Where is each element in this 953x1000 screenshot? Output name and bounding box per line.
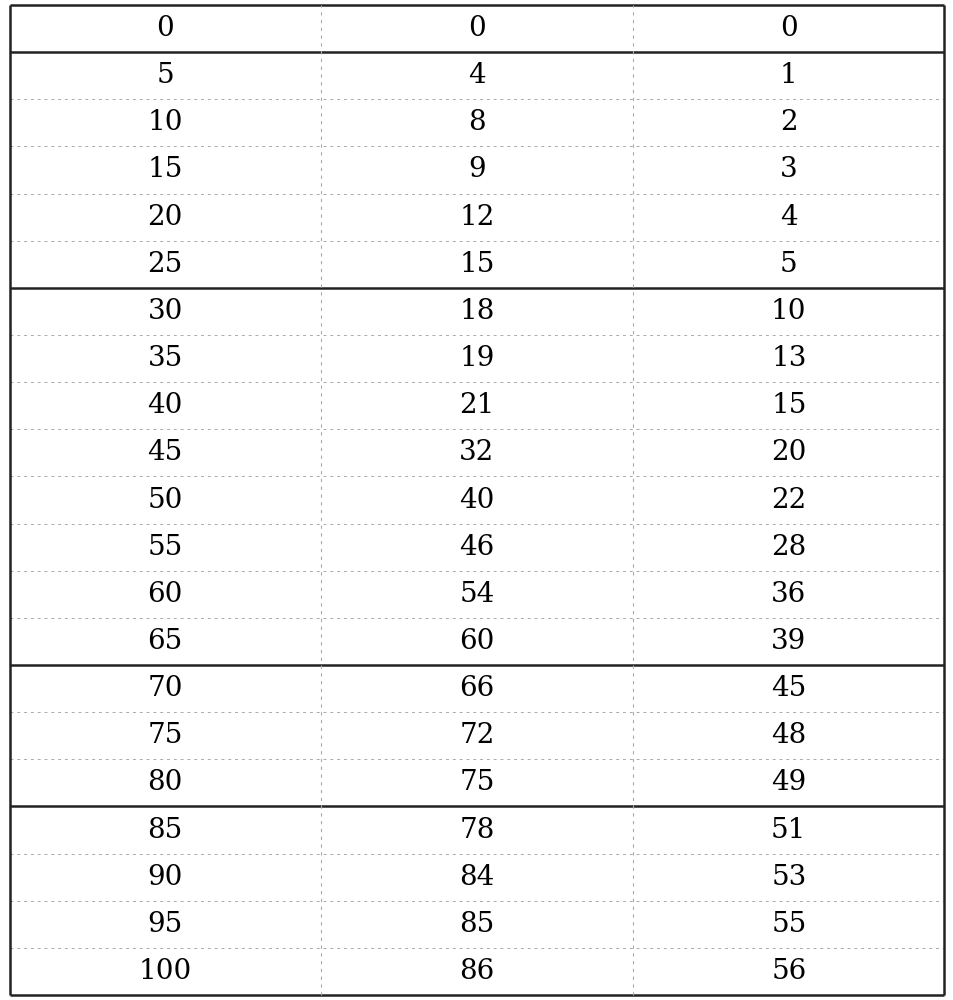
Text: 54: 54 — [459, 581, 494, 608]
Text: 55: 55 — [770, 911, 805, 938]
Text: 84: 84 — [459, 864, 494, 891]
Text: 15: 15 — [770, 392, 805, 419]
Text: 53: 53 — [770, 864, 805, 891]
Text: 51: 51 — [770, 816, 805, 843]
Text: 80: 80 — [148, 769, 183, 796]
Text: 18: 18 — [458, 298, 495, 325]
Text: 100: 100 — [138, 958, 192, 985]
Text: 50: 50 — [148, 487, 183, 514]
Text: 72: 72 — [458, 722, 495, 749]
Text: 15: 15 — [458, 251, 495, 278]
Text: 40: 40 — [148, 392, 183, 419]
Text: 4: 4 — [468, 62, 485, 89]
Text: 46: 46 — [459, 534, 494, 561]
Text: 65: 65 — [148, 628, 183, 655]
Text: 56: 56 — [770, 958, 805, 985]
Text: 75: 75 — [148, 722, 183, 749]
Text: 60: 60 — [458, 628, 495, 655]
Text: 13: 13 — [770, 345, 805, 372]
Text: 85: 85 — [148, 816, 183, 843]
Text: 8: 8 — [468, 109, 485, 136]
Text: 95: 95 — [148, 911, 183, 938]
Text: 0: 0 — [468, 15, 485, 42]
Text: 85: 85 — [459, 911, 494, 938]
Text: 55: 55 — [148, 534, 183, 561]
Text: 20: 20 — [148, 204, 183, 231]
Text: 9: 9 — [468, 156, 485, 183]
Text: 15: 15 — [148, 156, 183, 183]
Text: 45: 45 — [148, 439, 183, 466]
Text: 78: 78 — [458, 816, 495, 843]
Text: 60: 60 — [148, 581, 183, 608]
Text: 25: 25 — [148, 251, 183, 278]
Text: 5: 5 — [156, 62, 173, 89]
Text: 39: 39 — [770, 628, 805, 655]
Text: 32: 32 — [459, 439, 494, 466]
Text: 21: 21 — [458, 392, 495, 419]
Text: 45: 45 — [770, 675, 805, 702]
Text: 0: 0 — [156, 15, 173, 42]
Text: 40: 40 — [458, 487, 495, 514]
Text: 12: 12 — [458, 204, 495, 231]
Text: 2: 2 — [780, 109, 797, 136]
Text: 0: 0 — [780, 15, 797, 42]
Text: 10: 10 — [770, 298, 805, 325]
Text: 1: 1 — [780, 62, 797, 89]
Text: 10: 10 — [148, 109, 183, 136]
Text: 86: 86 — [459, 958, 494, 985]
Text: 35: 35 — [148, 345, 183, 372]
Text: 22: 22 — [770, 487, 805, 514]
Text: 28: 28 — [770, 534, 805, 561]
Text: 5: 5 — [780, 251, 797, 278]
Text: 20: 20 — [770, 439, 805, 466]
Text: 19: 19 — [458, 345, 495, 372]
Text: 3: 3 — [780, 156, 797, 183]
Text: 90: 90 — [148, 864, 183, 891]
Text: 48: 48 — [770, 722, 805, 749]
Text: 49: 49 — [770, 769, 805, 796]
Text: 70: 70 — [148, 675, 183, 702]
Text: 4: 4 — [780, 204, 797, 231]
Text: 36: 36 — [770, 581, 805, 608]
Text: 75: 75 — [458, 769, 495, 796]
Text: 30: 30 — [148, 298, 183, 325]
Text: 66: 66 — [459, 675, 494, 702]
